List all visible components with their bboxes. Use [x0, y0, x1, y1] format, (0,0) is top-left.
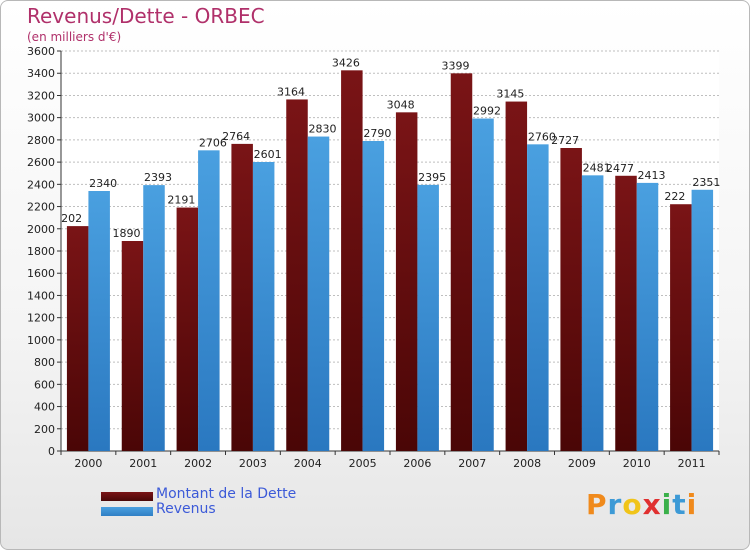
bar-revenus: [527, 144, 549, 452]
chart-title: Revenus/Dette - ORBEC: [27, 4, 265, 28]
logo-letter: i: [661, 488, 673, 521]
bar-revenus: [472, 118, 494, 452]
y-tick-label: 3200: [27, 89, 55, 102]
y-tick-label: 3600: [27, 45, 55, 58]
x-tick-label: 2004: [294, 457, 322, 470]
x-tick-label: 2006: [403, 457, 431, 470]
y-tick-label: 1000: [27, 334, 55, 347]
data-label-revenus: 2706: [199, 136, 227, 149]
x-tick-label: 2007: [458, 457, 486, 470]
bar-dette: [66, 226, 89, 451]
bar-revenus: [252, 162, 275, 451]
x-tick-label: 2002: [184, 457, 212, 470]
bar-dette: [176, 207, 199, 451]
data-label-revenus: 2413: [638, 169, 666, 182]
data-label-revenus: 2481: [583, 161, 611, 174]
x-tick-label: 2009: [568, 457, 596, 470]
bar-revenus: [143, 185, 165, 451]
y-tick-label: 2800: [27, 134, 55, 147]
data-label-dette: 3164: [277, 85, 305, 98]
y-tick-label: 600: [34, 378, 55, 391]
x-tick-label: 2011: [678, 457, 706, 470]
data-label-dette: 2477: [606, 162, 634, 175]
y-tick-label: 3000: [27, 112, 55, 125]
bar-revenus: [362, 141, 385, 451]
bar-revenus: [198, 150, 220, 452]
bar-dette: [670, 204, 692, 451]
x-tick-label: 2010: [623, 457, 651, 470]
y-tick-label: 1800: [27, 245, 55, 258]
data-label-dette: 2191: [167, 194, 195, 207]
y-tick-label: 1200: [27, 312, 55, 325]
data-label-revenus: 2601: [254, 148, 282, 161]
data-label-dette: 3399: [442, 59, 470, 72]
legend-swatch-revenus: [101, 507, 153, 516]
bar-dette: [121, 241, 144, 451]
bar-dette: [395, 112, 418, 451]
legend-label-revenus: Revenus: [156, 501, 216, 517]
y-tick-label: 2600: [27, 156, 55, 169]
y-tick-label: 2000: [27, 223, 55, 236]
y-tick-label: 1600: [27, 267, 55, 280]
data-label-dette: 202: [61, 212, 82, 225]
x-tick-label: 2005: [349, 457, 377, 470]
data-label-revenus: 2790: [363, 127, 391, 140]
data-label-dette: 1890: [113, 227, 141, 240]
x-tick-label: 2003: [239, 457, 267, 470]
bar-revenus: [417, 184, 439, 451]
data-label-dette: 2764: [222, 130, 250, 143]
data-label-revenus: 2351: [692, 176, 720, 189]
logo-letter: r: [607, 488, 623, 521]
x-tick-label: 2000: [74, 457, 102, 470]
data-label-dette: 3145: [496, 88, 524, 101]
y-tick-label: 400: [34, 401, 55, 414]
bar-revenus: [636, 182, 659, 451]
logo-letter: x: [642, 488, 662, 521]
y-tick-label: 200: [34, 423, 55, 436]
logo-letter: P: [586, 488, 608, 521]
logo-letter: o: [622, 488, 643, 521]
y-tick-label: 0: [48, 445, 55, 458]
legend-label-dette: Montant de la Dette: [156, 486, 297, 502]
legend-swatch-dette: [101, 492, 153, 501]
logo-letter: t: [672, 488, 687, 521]
x-tick-label: 2001: [129, 457, 157, 470]
data-label-revenus: 2395: [418, 171, 446, 184]
data-label-dette: 2727: [551, 134, 579, 147]
logo-letter: i: [686, 488, 698, 521]
data-label-revenus: 2992: [473, 105, 501, 118]
bar-dette: [615, 175, 637, 451]
bar-dette: [505, 101, 528, 452]
y-tick-label: 2200: [27, 201, 55, 214]
y-tick-label: 3400: [27, 67, 55, 80]
bar-dette: [286, 99, 308, 451]
data-label-dette: 3048: [387, 98, 415, 111]
bar-dette: [341, 70, 363, 451]
data-label-revenus: 2340: [89, 177, 117, 190]
data-label-revenus: 2830: [309, 123, 337, 136]
y-tick-label: 2400: [27, 178, 55, 191]
y-tick-label: 1400: [27, 289, 55, 302]
x-tick-label: 2008: [513, 457, 541, 470]
data-label-dette: 222: [664, 190, 685, 203]
bar-dette: [450, 73, 473, 451]
bar-revenus: [691, 189, 714, 451]
bar-dette: [560, 148, 582, 451]
bar-revenus: [307, 136, 330, 452]
y-tick-label: 800: [34, 356, 55, 369]
chart-subtitle: (en milliers d'€): [27, 30, 122, 44]
data-label-dette: 3426: [332, 56, 360, 69]
bar-dette: [231, 143, 253, 451]
bar-revenus: [581, 175, 604, 452]
data-label-revenus: 2760: [528, 130, 556, 143]
data-label-revenus: 2393: [144, 171, 172, 184]
proxiti-logo: Proxiti: [586, 488, 697, 521]
bar-revenus: [88, 191, 110, 451]
